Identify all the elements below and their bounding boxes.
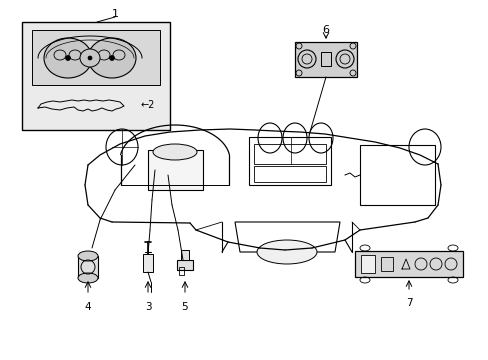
Bar <box>359 145 434 205</box>
Text: 7: 7 <box>405 298 411 308</box>
Bar <box>22 22 170 130</box>
Text: 4: 4 <box>84 302 91 312</box>
Bar <box>179 267 183 275</box>
Text: 5: 5 <box>182 302 188 312</box>
Ellipse shape <box>78 251 98 261</box>
Text: 3: 3 <box>144 302 151 312</box>
Bar <box>181 250 189 260</box>
Ellipse shape <box>257 240 316 264</box>
Text: ←2: ←2 <box>141 100 155 110</box>
Bar <box>32 30 160 85</box>
Text: 6: 6 <box>322 25 329 35</box>
Bar <box>142 254 153 272</box>
Ellipse shape <box>109 55 114 60</box>
Bar <box>253 144 325 164</box>
Ellipse shape <box>88 38 136 78</box>
Ellipse shape <box>78 273 98 283</box>
Ellipse shape <box>88 56 92 60</box>
Bar <box>253 166 325 182</box>
Bar <box>78 256 98 278</box>
Bar <box>294 42 356 77</box>
Bar <box>380 257 392 271</box>
Ellipse shape <box>65 55 70 60</box>
Bar <box>177 260 193 270</box>
Bar <box>148 150 203 190</box>
Bar <box>248 137 330 185</box>
Bar <box>320 52 330 66</box>
Text: 1: 1 <box>111 9 118 19</box>
Ellipse shape <box>153 144 197 160</box>
Bar <box>360 255 374 273</box>
Ellipse shape <box>80 49 100 67</box>
Ellipse shape <box>44 38 92 78</box>
Bar <box>354 251 462 277</box>
